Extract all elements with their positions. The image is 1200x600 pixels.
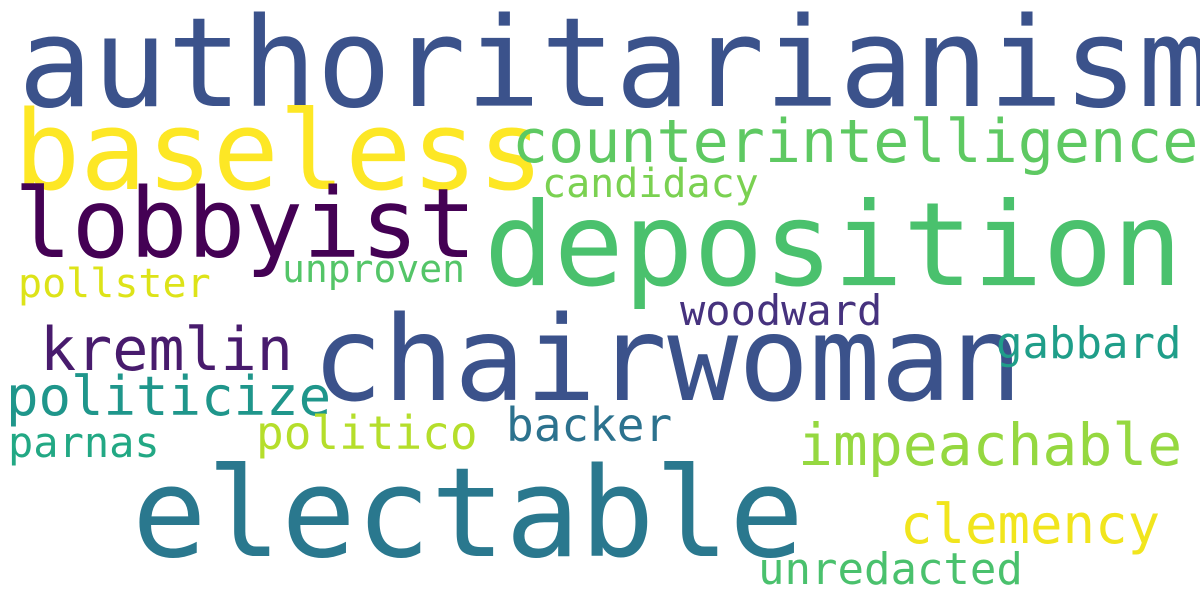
word-chairwoman: chairwoman	[312, 290, 1023, 428]
word-politicize: politicize	[6, 365, 332, 428]
word-politico: politico	[256, 406, 478, 460]
word-pollster: pollster	[18, 261, 211, 307]
word-impeachable: impeachable	[798, 411, 1183, 479]
word-authoritarianism: authoritarianism	[18, 0, 1200, 136]
word-backer: backer	[506, 398, 673, 452]
word-kremlin: kremlin	[40, 315, 293, 385]
word-unproven: unproven	[282, 247, 466, 291]
word-candidacy: candidacy	[542, 161, 759, 207]
word-deposition: deposition	[484, 178, 1183, 313]
word-woodward: woodward	[680, 286, 883, 335]
word-gabbard: gabbard	[996, 318, 1182, 369]
word-clemency: clemency	[900, 493, 1161, 556]
word-parnas: parnas	[8, 418, 160, 467]
word-counterintelligence: counterintelligence	[512, 107, 1199, 177]
word-unredacted: unredacted	[758, 544, 1023, 595]
word-baseless: baseless	[14, 87, 544, 215]
word-electable: electable	[132, 442, 804, 586]
word-lobbyist: lobbyist	[14, 168, 477, 280]
